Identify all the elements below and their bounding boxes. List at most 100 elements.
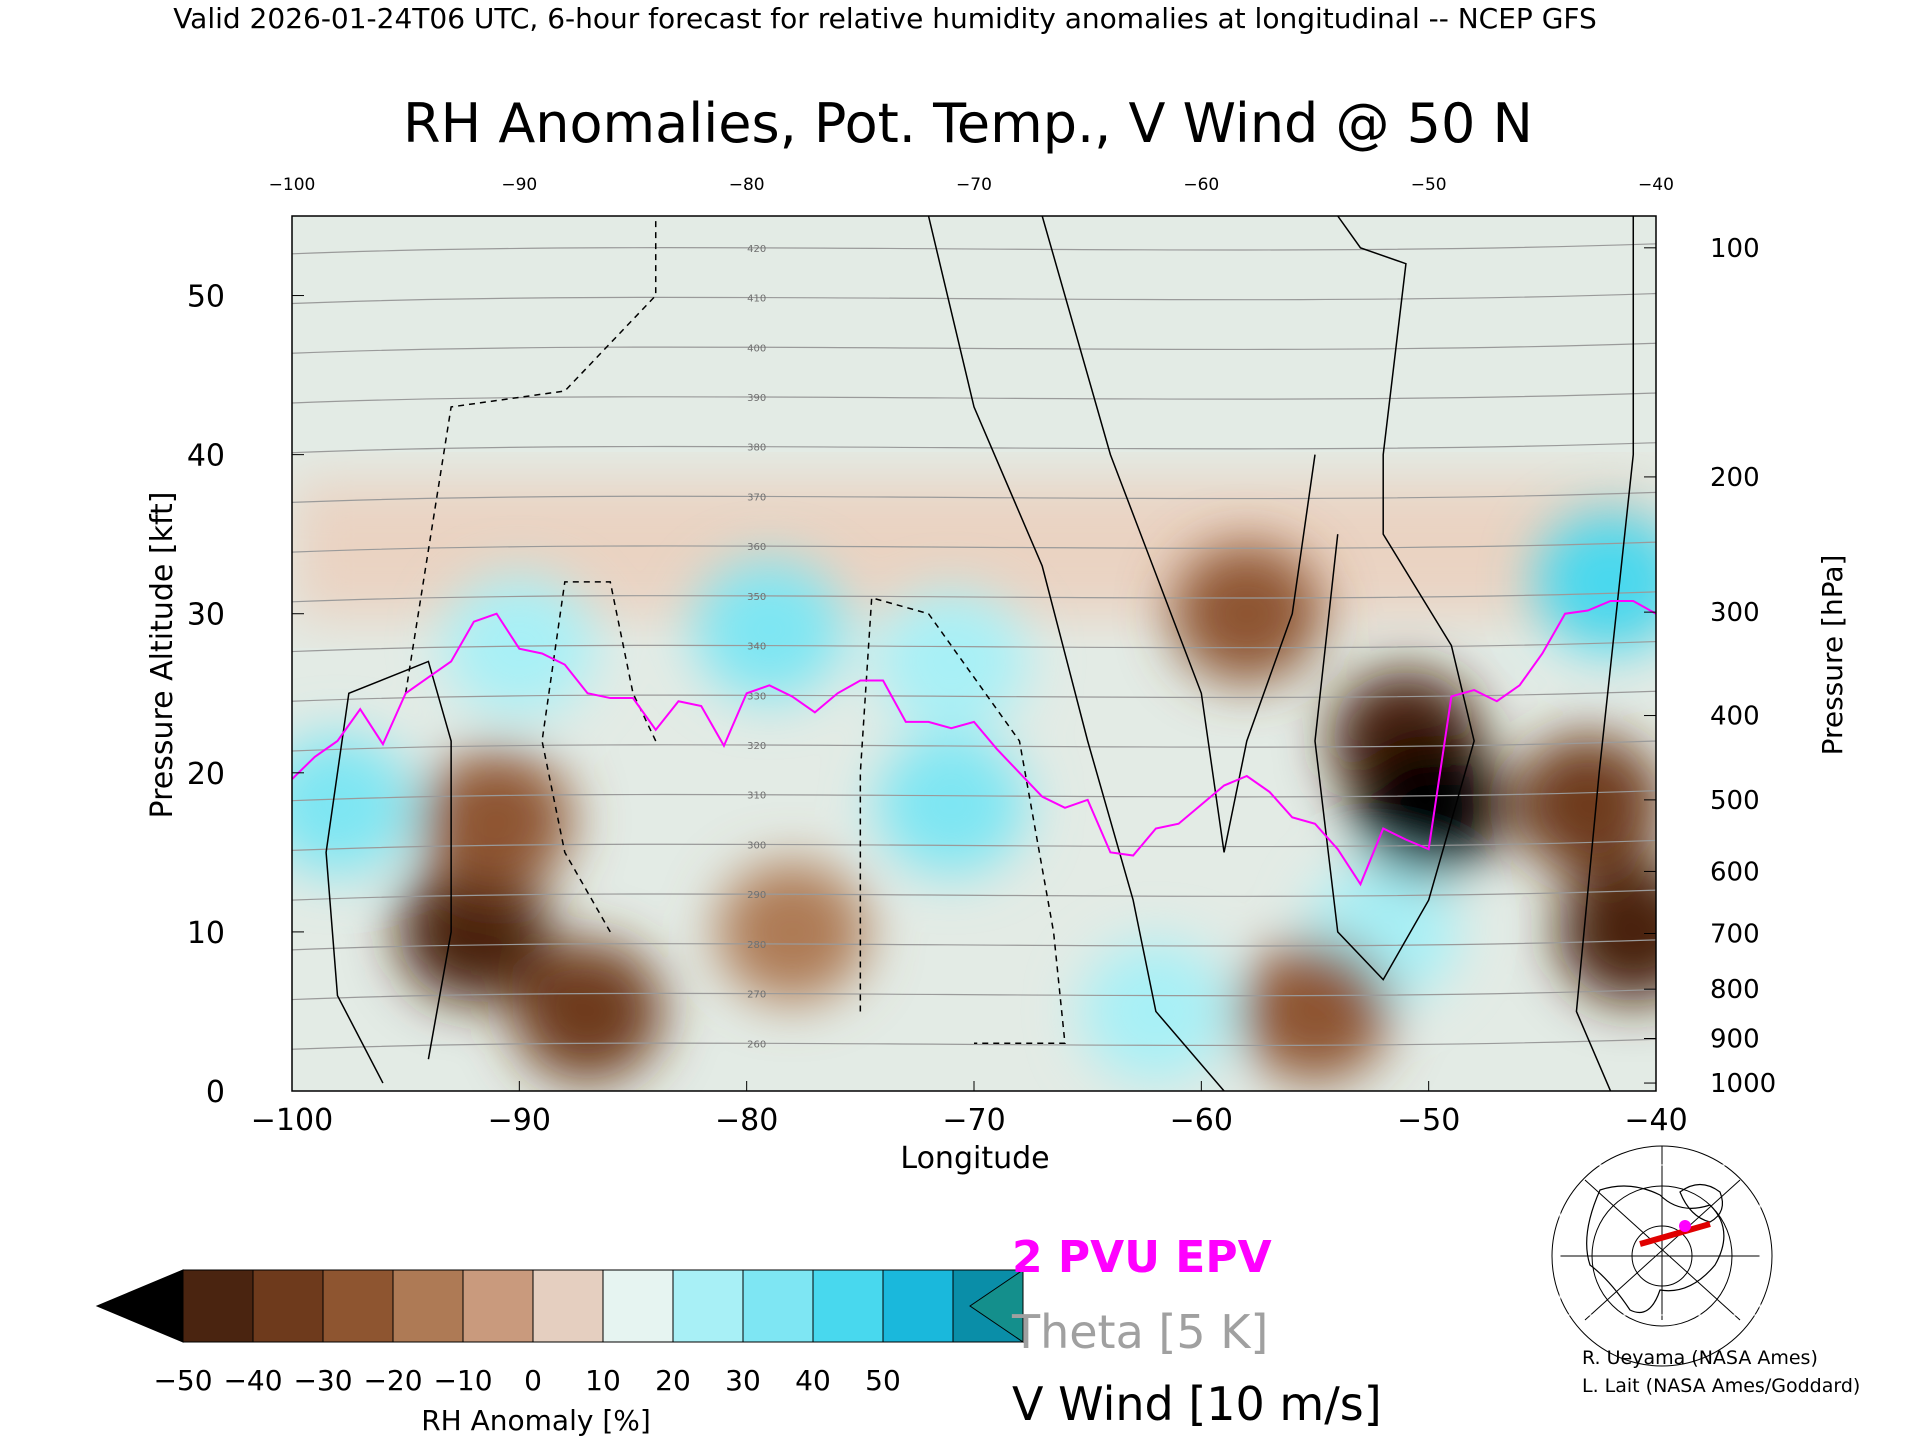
rh-anomaly-cell	[421, 750, 572, 891]
vwind-contour	[541, 581, 657, 933]
colorbar-tick-label: −50	[153, 1364, 212, 1397]
theta-contour-label: 300	[747, 840, 766, 851]
colorbar-bin	[672, 1269, 744, 1343]
theta-contour	[292, 640, 1656, 653]
pressure-tick-label: 600	[1710, 857, 1760, 887]
colorbar-left-arrow	[95, 1269, 184, 1343]
pressure-tick-label: 200	[1710, 463, 1760, 493]
colorbar-tick-label: −20	[363, 1364, 422, 1397]
y-tick-label: 20	[187, 757, 225, 792]
colorbar-bin	[812, 1269, 884, 1343]
y-tick-label: 0	[206, 1075, 225, 1110]
colorbar-tick-label: 10	[585, 1364, 621, 1397]
theta-contour-label: 420	[747, 244, 766, 255]
theta-contour-label: 270	[747, 990, 766, 1001]
x-tick-label: −60	[1170, 1103, 1233, 1138]
legend-vwind: V Wind [10 m/s]	[1012, 1377, 1382, 1431]
theta-contour-label: 380	[747, 443, 766, 454]
vwind-contour	[1041, 216, 1316, 853]
pressure-tick-label: 900	[1710, 1025, 1760, 1055]
rh-anomaly-cell	[694, 559, 845, 700]
colorbar-bin	[882, 1269, 954, 1343]
theta-contour-label: 260	[747, 1039, 766, 1050]
cross-section-track	[1639, 1221, 1711, 1247]
x-tick-label: −80	[715, 1103, 778, 1138]
credit-line-2: L. Lait (NASA Ames/Goddard)	[1582, 1375, 1860, 1397]
theta-contour	[292, 690, 1656, 702]
colorbar-label: RH Anomaly [%]	[421, 1404, 651, 1437]
pressure-tick-label: 500	[1710, 786, 1760, 816]
theta-contour-label: 320	[747, 741, 766, 752]
x-top-tick-label: −80	[729, 175, 765, 195]
rh-anomaly-cell	[292, 734, 413, 875]
colorbar-bin	[462, 1269, 534, 1343]
colorbar-tick-label: 40	[795, 1364, 831, 1397]
locator-map	[1551, 1145, 1773, 1367]
colorbar-bin	[182, 1269, 254, 1343]
x-top-tick-label: −70	[956, 175, 992, 195]
theta-contour	[292, 889, 1656, 901]
colorbar-tick-label: 0	[524, 1364, 542, 1397]
theta-contour	[292, 839, 1656, 852]
colorbar-tick-label: 20	[655, 1364, 691, 1397]
rh-anomaly-cell	[1535, 511, 1656, 652]
vwind-contour	[927, 216, 1225, 1091]
colorbar-tick-label: −10	[433, 1364, 492, 1397]
theta-contour-label: 290	[747, 890, 766, 901]
vwind-contour	[325, 660, 452, 1084]
x-top-tick-label: −50	[1411, 175, 1447, 195]
colorbar-bin	[252, 1269, 324, 1343]
y-axis-label: Pressure Altitude [kft]	[145, 492, 180, 819]
vwind-contour	[859, 596, 1066, 1045]
theta-contour	[292, 243, 1656, 255]
theta-contour-label: 400	[747, 343, 766, 354]
x-tick-label: −50	[1397, 1103, 1460, 1138]
rh-anomaly-cell	[1512, 734, 1656, 875]
theta-contour-label: 280	[747, 940, 766, 951]
colorbar-bin	[602, 1269, 674, 1343]
theta-contour-label: 310	[747, 791, 766, 802]
colorbar-tick-label: −30	[293, 1364, 352, 1397]
theta-contour-label: 390	[747, 393, 766, 404]
rh-anomaly-cell	[1353, 734, 1504, 875]
pressure-tick-label: 700	[1710, 920, 1760, 950]
theta-contour-label: 350	[747, 592, 766, 603]
theta-contour-label: 370	[747, 492, 766, 503]
colorbar-right-arrow	[969, 1269, 1024, 1343]
x-tick-label: −40	[1624, 1103, 1687, 1138]
theta-contour	[292, 342, 1656, 354]
rh-anomaly-cell	[717, 861, 868, 1002]
theta-contour	[292, 591, 1656, 603]
colorbar-tick-label: 30	[725, 1364, 761, 1397]
pressure-tick-label: 100	[1710, 234, 1760, 264]
pressure-tick-label: 300	[1710, 598, 1760, 628]
legend-theta: Theta [5 K]	[1011, 1305, 1268, 1359]
colorbar-bin	[392, 1269, 464, 1343]
x-tick-label: −90	[488, 1103, 551, 1138]
rh-anomaly-cell	[398, 861, 549, 1002]
theta-contour	[292, 1038, 1656, 1050]
theta-contour-label: 410	[747, 294, 766, 305]
epv-2pvu-line	[292, 600, 1656, 887]
theta-contour-label: 360	[747, 542, 766, 553]
theta-contour	[292, 790, 1656, 802]
pressure-tick-label: 1000	[1710, 1069, 1776, 1099]
rh-anomaly-cell	[1558, 861, 1656, 1002]
y-tick-label: 30	[187, 598, 225, 633]
rh-anomaly-cell	[512, 941, 663, 1082]
theta-contour-label: 340	[747, 642, 766, 653]
chart-title: RH Anomalies, Pot. Temp., V Wind @ 50 N	[403, 92, 1533, 155]
y-tick-label: 10	[187, 916, 225, 951]
x-tick-label: −70	[942, 1103, 1005, 1138]
x-top-tick-label: −90	[501, 175, 537, 195]
rh-anomaly-cell	[1171, 543, 1322, 684]
x-axis-label: Longitude	[900, 1141, 1049, 1176]
x-tick-label: −100	[251, 1103, 333, 1138]
theta-contour	[292, 740, 1656, 752]
legend-epv: 2 PVU EPV	[1012, 1232, 1272, 1283]
colorbar: −50 −40 −30 −20 −10 0 10 20 30 40 50	[95, 1269, 1024, 1397]
colorbar-bin	[322, 1269, 394, 1343]
theta-contour	[292, 392, 1656, 404]
y2-axis-label: Pressure [hPa]	[1816, 555, 1849, 756]
